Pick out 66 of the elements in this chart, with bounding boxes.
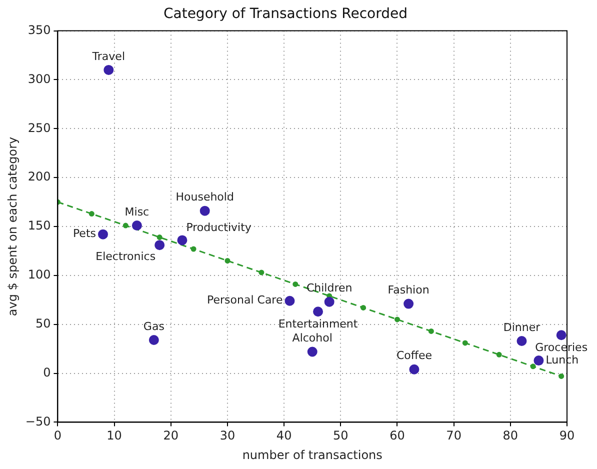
point [132, 220, 142, 231]
y-tick-label: 0 [43, 365, 51, 380]
point [284, 296, 295, 306]
point [409, 364, 420, 374]
annotation: Children [306, 282, 352, 295]
point [428, 328, 434, 334]
point [104, 64, 114, 75]
chart-title: Category of Transactions Recorded [163, 6, 408, 22]
y-tick-label: 200 [28, 170, 51, 184]
annotation: Entertainment [278, 317, 358, 330]
x-tick-label: 80 [502, 428, 518, 443]
point [156, 234, 162, 240]
point [148, 335, 159, 346]
point [404, 298, 414, 309]
x-tick-label: 90 [559, 428, 575, 443]
point [558, 373, 564, 379]
annotation: Productivity [186, 221, 252, 234]
point [98, 229, 108, 240]
point [324, 296, 334, 307]
annotation: Coffee [396, 349, 432, 362]
point [154, 240, 165, 250]
point [307, 346, 318, 357]
point [360, 304, 366, 310]
annotation: Personal Care [207, 294, 283, 307]
point [177, 235, 188, 246]
x-axis-title: number of transactions [242, 448, 382, 462]
point [88, 211, 94, 217]
annotation: Travel [91, 50, 126, 63]
annotation: Fashion [388, 284, 430, 297]
y-tick-label: 50 [35, 316, 51, 330]
point [530, 364, 536, 370]
annotation: Alcohol [292, 332, 332, 345]
annotation: Misc [124, 205, 150, 218]
annotation: Household [176, 190, 234, 204]
x-tick-label: 40 [276, 428, 292, 443]
annotation: Electronics [96, 250, 156, 263]
point [122, 222, 128, 228]
y-tick-label: 250 [28, 120, 51, 135]
x-tick-label: 60 [390, 428, 405, 443]
point [224, 258, 230, 264]
x-tick-label: 50 [333, 428, 348, 443]
x-tick-label: 70 [446, 428, 462, 443]
point [516, 336, 527, 346]
x-tick-label: 0 [54, 428, 62, 443]
point [534, 356, 544, 366]
point [496, 352, 502, 358]
y-tick-label: 100 [28, 268, 51, 282]
point [556, 330, 566, 340]
x-tick-label: 10 [106, 428, 122, 443]
y-tick-label: 300 [28, 72, 51, 86]
point [394, 316, 400, 322]
y-tick-label: −50 [25, 414, 51, 428]
annotation: Gas [143, 320, 165, 333]
point [258, 270, 264, 276]
y-tick-label: 150 [28, 218, 51, 233]
point [313, 306, 324, 317]
point [462, 340, 468, 346]
x-tick-label: 20 [163, 428, 179, 443]
x-tick-label: 30 [220, 428, 236, 443]
y-tick-label: 350 [28, 22, 51, 37]
annotation: Pets [72, 227, 96, 240]
annotation: Dinner [503, 320, 541, 334]
point [292, 281, 298, 287]
point [200, 206, 210, 216]
point [190, 246, 196, 252]
y-axis-title: avg $ spent on each category [5, 136, 20, 316]
